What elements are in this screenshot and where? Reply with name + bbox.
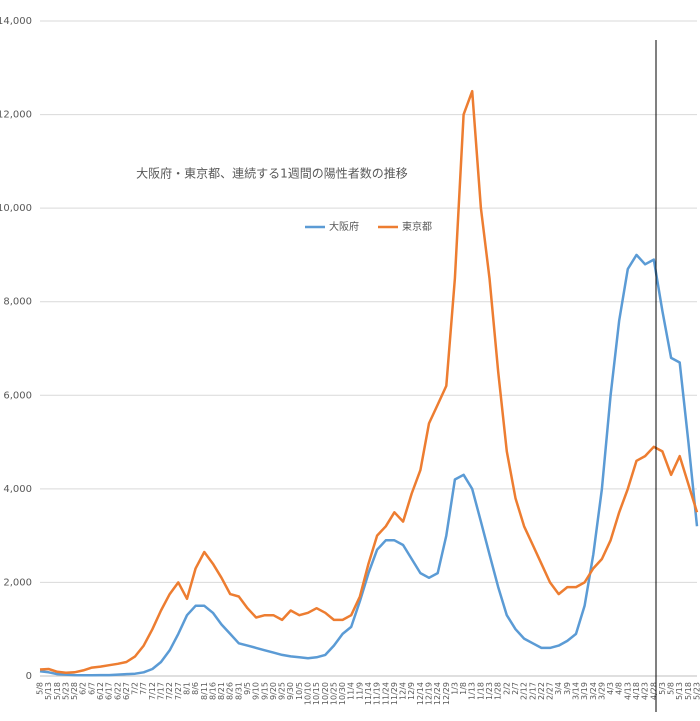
x-tick-label: 6/7 [87, 682, 96, 695]
x-tick-label: 10/10 [303, 682, 312, 705]
x-tick-label: 4/23 [641, 682, 650, 700]
x-tick-label: 4/8 [615, 682, 624, 695]
x-tick-label: 1/18 [476, 682, 485, 700]
x-tick-label: 2/17 [528, 682, 537, 700]
x-tick-label: 3/19 [580, 682, 589, 700]
x-tick-label: 5/23 [693, 682, 700, 700]
x-tick-label: 5/8 [667, 682, 676, 695]
x-tick-label: 1/28 [494, 682, 503, 700]
x-tick-label: 9/25 [278, 682, 287, 700]
x-tick-label: 11/9 [355, 682, 364, 700]
x-tick-label: 10/30 [338, 682, 347, 705]
x-tick-label: 7/27 [174, 682, 183, 700]
x-tick-label: 6/22 [113, 682, 122, 700]
x-tick-label: 12/29 [442, 682, 451, 705]
x-tick-label: 3/14 [571, 682, 580, 700]
x-tick-label: 4/13 [623, 682, 632, 700]
x-tick-label: 8/16 [208, 682, 217, 700]
x-tick-label: 5/18 [684, 682, 693, 700]
x-tick-label: 11/4 [347, 682, 356, 700]
y-tick-label: 14,000 [0, 16, 32, 27]
x-tick-label: 9/15 [260, 682, 269, 700]
x-tick-label: 6/17 [105, 682, 114, 700]
x-tick-label: 6/27 [122, 682, 131, 700]
x-tick-label: 1/3 [450, 682, 459, 695]
x-tick-label: 3/24 [589, 682, 598, 700]
y-tick-label: 0 [26, 671, 32, 682]
x-tick-label: 7/2 [131, 682, 140, 695]
x-tick-label: 5/28 [70, 682, 79, 700]
x-tick-label: 6/12 [96, 682, 105, 700]
x-tick-label: 8/6 [191, 682, 200, 695]
y-tick-label: 8,000 [3, 297, 32, 308]
x-tick-label: 5/13 [44, 682, 53, 700]
x-tick-label: 8/1 [182, 682, 191, 695]
x-tick-label: 6/2 [79, 682, 88, 695]
x-tick-label: 5/18 [53, 682, 62, 700]
x-tick-label: 7/17 [157, 682, 166, 700]
x-tick-label: 12/24 [433, 682, 442, 705]
y-tick-label: 6,000 [3, 390, 32, 401]
y-tick-label: 12,000 [0, 110, 32, 121]
x-tick-label: 2/12 [520, 682, 529, 700]
series-line [39, 89, 699, 674]
x-tick-label: 1/23 [485, 682, 494, 700]
x-tick-label: 12/14 [416, 682, 425, 705]
x-tick-label: 4/3 [606, 682, 615, 695]
x-tick-label: 11/14 [364, 682, 373, 705]
y-tick-label: 4,000 [3, 484, 32, 495]
x-tick-label: 9/5 [243, 682, 252, 695]
x-tick-label: 2/2 [502, 682, 511, 695]
x-tick-label: 12/4 [399, 682, 408, 700]
x-tick-label: 12/19 [425, 682, 434, 705]
x-tick-label: 1/13 [468, 682, 477, 700]
x-tick-label: 8/31 [234, 682, 243, 700]
y-tick-label: 2,000 [3, 577, 32, 588]
x-tick-label: 2/7 [511, 682, 520, 695]
x-tick-label: 9/10 [252, 682, 261, 700]
x-tick-label: 5/13 [675, 682, 684, 700]
x-tick-label: 7/12 [148, 682, 157, 700]
x-tick-label: 3/29 [597, 682, 606, 700]
x-tick-label: 5/23 [61, 682, 70, 700]
x-tick-label: 10/5 [295, 682, 304, 700]
x-tick-label: 7/22 [165, 682, 174, 700]
x-tick-label: 10/25 [329, 682, 338, 705]
x-tick-label: 4/18 [632, 682, 641, 700]
x-tick-label: 2/22 [537, 682, 546, 700]
y-tick-label: 10,000 [0, 203, 32, 214]
legend-label: 大阪府 [329, 220, 359, 233]
x-tick-label: 3/4 [554, 682, 563, 695]
x-tick-label: 10/20 [321, 682, 330, 705]
x-tick-label: 11/29 [390, 682, 399, 705]
x-tick-label: 8/21 [217, 682, 226, 700]
x-tick-label: 2/27 [546, 682, 555, 700]
x-tick-label: 11/19 [373, 682, 382, 705]
x-tick-label: 9/30 [286, 682, 295, 700]
x-tick-label: 11/24 [381, 682, 390, 705]
series-line [39, 253, 699, 677]
x-tick-label: 9/20 [269, 682, 278, 700]
x-tick-label: 12/9 [407, 682, 416, 700]
x-tick-label: 4/28 [649, 682, 658, 700]
legend-label: 東京都 [402, 220, 432, 233]
x-tick-label: 10/15 [312, 682, 321, 705]
x-tick-label: 8/26 [226, 682, 235, 700]
x-tick-label: 5/3 [658, 682, 667, 695]
x-tick-label: 3/9 [563, 682, 572, 695]
x-tick-label: 5/8 [36, 682, 45, 695]
x-tick-label: 7/7 [139, 682, 148, 695]
x-tick-label: 1/8 [459, 682, 468, 695]
x-tick-label: 8/11 [200, 682, 209, 700]
chart-title: 大阪府・東京都、連続する1週間の陽性者数の推移 [136, 166, 408, 181]
